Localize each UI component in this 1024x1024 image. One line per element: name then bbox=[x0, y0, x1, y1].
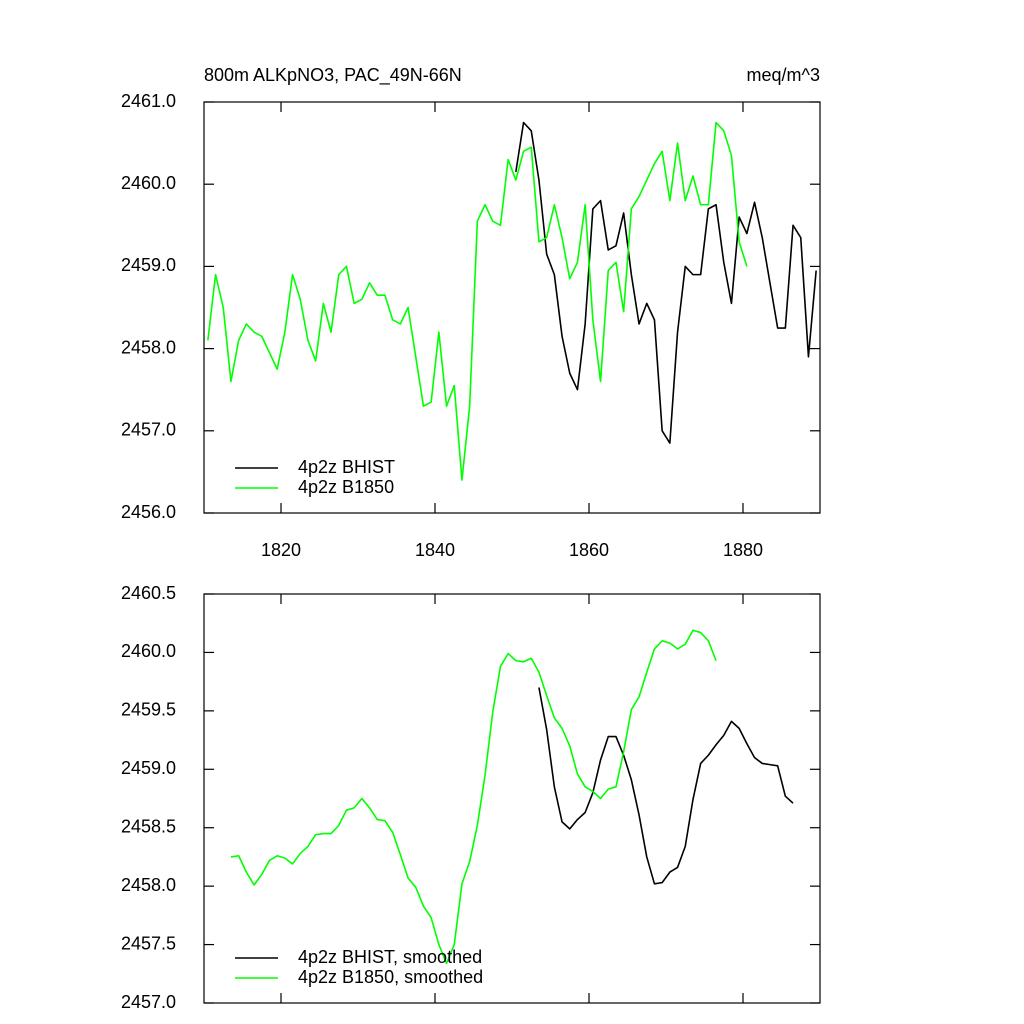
y-tick-label: 2457.5 bbox=[121, 933, 176, 953]
y-tick-label: 2456.0 bbox=[121, 502, 176, 522]
data-line bbox=[230, 629, 717, 965]
plot-frame bbox=[203, 593, 821, 1004]
y-tick-label: 2457.0 bbox=[121, 992, 176, 1012]
plot-frame bbox=[203, 101, 821, 514]
y-tick-label: 2458.5 bbox=[121, 816, 176, 836]
y-tick-label: 2460.0 bbox=[121, 173, 176, 193]
units-label: meq/m^3 bbox=[747, 65, 820, 85]
chart-title: 800m ALKpNO3, PAC_49N-66N bbox=[204, 65, 462, 86]
y-tick-label: 2459.0 bbox=[121, 255, 176, 275]
legend-label: 4p2z BHIST, smoothed bbox=[298, 947, 482, 967]
y-tick-label: 2460.0 bbox=[121, 641, 176, 661]
y-tick-label: 2460.5 bbox=[121, 583, 176, 603]
x-tick-label: 1820 bbox=[261, 540, 301, 560]
x-tick-label: 1880 bbox=[723, 540, 763, 560]
x-tick-label: 1840 bbox=[415, 540, 455, 560]
y-tick-label: 2459.0 bbox=[121, 758, 176, 778]
data-line bbox=[207, 121, 748, 481]
y-tick-label: 2457.0 bbox=[121, 420, 176, 440]
legend-label: 4p2z BHIST bbox=[298, 457, 395, 477]
y-tick-label: 2459.5 bbox=[121, 700, 176, 720]
legend-label: 4p2z B1850 bbox=[298, 477, 394, 497]
legend-label: 4p2z B1850, smoothed bbox=[298, 967, 483, 987]
data-line bbox=[538, 687, 794, 885]
y-tick-label: 2458.0 bbox=[121, 337, 176, 357]
data-line bbox=[515, 121, 817, 444]
y-tick-label: 2461.0 bbox=[121, 91, 176, 111]
x-tick-label: 1860 bbox=[569, 540, 609, 560]
y-tick-label: 2458.0 bbox=[121, 875, 176, 895]
